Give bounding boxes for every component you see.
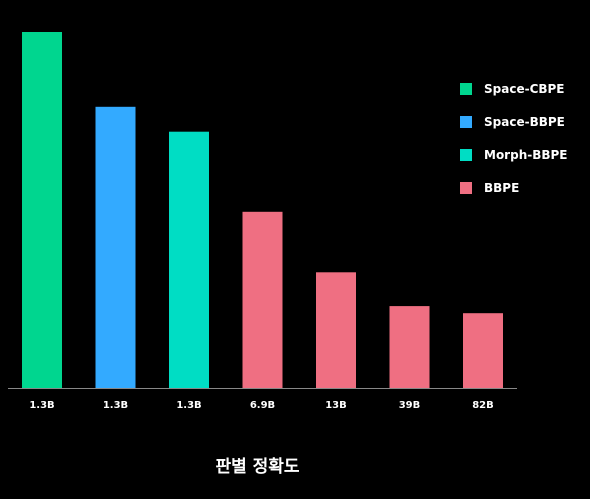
legend-label-3: Morph-BBPE	[484, 148, 568, 162]
x-tick-label-4: 6.9B	[250, 400, 275, 411]
bar-2	[95, 106, 136, 389]
legend: Space-CBPE Space-BBPE Morph-BBPE BBPE	[460, 82, 568, 195]
x-tick-label-6: 39B	[399, 400, 421, 411]
bar-6	[389, 306, 430, 388]
bar-1	[22, 32, 62, 388]
chart-title: 판별 정확도	[215, 457, 300, 477]
x-tick-labels: 1.3B 1.3B 1.3B 6.9B 13B 39B 82B	[29, 400, 493, 411]
x-tick-label-1: 1.3B	[29, 400, 54, 411]
bar-7	[463, 313, 503, 388]
bar-5	[316, 272, 356, 388]
bars-group	[22, 32, 503, 389]
bar-4	[242, 211, 283, 388]
legend-label-1: Space-CBPE	[484, 82, 565, 96]
legend-swatch-3	[460, 149, 472, 161]
x-tick-label-2: 1.3B	[103, 400, 128, 411]
bar-3	[169, 131, 209, 388]
legend-swatch-2	[460, 116, 472, 128]
x-tick-label-5: 13B	[325, 400, 347, 411]
x-tick-label-7: 82B	[472, 400, 494, 411]
legend-label-2: Space-BBPE	[484, 115, 565, 129]
x-tick-label-3: 1.3B	[176, 400, 201, 411]
legend-label-4: BBPE	[484, 181, 519, 195]
legend-swatch-1	[460, 83, 472, 95]
legend-swatch-4	[460, 182, 472, 194]
